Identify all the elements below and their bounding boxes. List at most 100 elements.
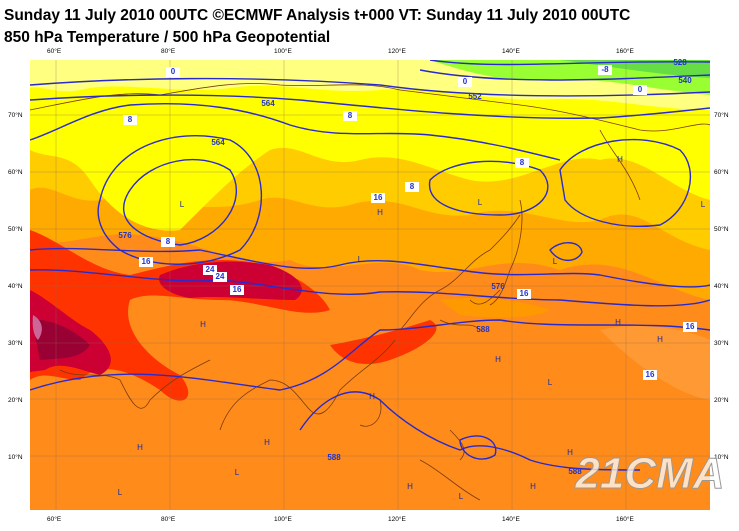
lat-label: 70°N <box>8 111 23 119</box>
watermark: 21CMA <box>574 449 724 498</box>
lon-label: 80°E <box>161 515 176 523</box>
contour-label: 16 <box>520 289 529 298</box>
lat-label: 70°N <box>714 111 729 119</box>
graticule <box>30 60 710 510</box>
contour-label: 16 <box>686 322 695 331</box>
contour-label: 24 <box>216 272 225 281</box>
pressure-center: L <box>548 378 553 387</box>
latitude-labels: 70°N 70°N 60°N 60°N 50°N 50°N 40°N 40°N 30°N 30°N… <box>8 111 729 461</box>
pressure-center: H <box>264 438 270 447</box>
pressure-center: H <box>369 392 375 401</box>
lon-label: 80°E <box>161 47 176 55</box>
contour-label: 576 <box>118 231 132 240</box>
contour-label: 16 <box>233 285 242 294</box>
label-box <box>405 182 419 192</box>
contour-label: 8 <box>166 237 171 246</box>
lat-label: 60°N <box>8 168 23 176</box>
contour-label: 528 <box>673 58 687 67</box>
contour-label: 576 <box>491 282 505 291</box>
pressure-center: L <box>478 198 483 207</box>
lon-label: 60°E <box>47 515 62 523</box>
pressure-center: H <box>407 482 413 491</box>
pressure-center: H <box>137 443 143 452</box>
label-box <box>633 85 647 95</box>
pressure-center: L <box>118 488 123 497</box>
label-box <box>598 65 612 75</box>
label-box <box>343 111 357 121</box>
lat-label: 20°N <box>8 396 23 404</box>
label-box <box>230 285 244 295</box>
contour-label: 588 <box>476 325 490 334</box>
label-box <box>517 289 531 299</box>
label-box <box>139 257 153 267</box>
pressure-center: L <box>459 492 464 501</box>
contour-label: 540 <box>678 76 692 85</box>
lon-label: 120°E <box>388 515 406 523</box>
subtitle: 850 hPa Temperature / 500 hPa Geopotenti… <box>4 29 330 46</box>
label-box <box>643 370 657 380</box>
lon-label: 60°E <box>47 47 62 55</box>
label-box <box>683 322 697 332</box>
contour-label: 564 <box>261 99 275 108</box>
title: Sunday 11 July 2010 00UTC ©ECMWF Analysi… <box>4 7 630 24</box>
label-box <box>123 115 137 125</box>
contour-label: 588 <box>568 467 582 476</box>
pressure-centers: L L L H L H H H H H H L H H L L H L H H L <box>118 155 706 501</box>
lat-label: 20°N <box>714 396 729 404</box>
lon-label: 100°E <box>274 47 292 55</box>
pressure-center: L <box>553 257 558 266</box>
contour-label: 0 <box>638 85 643 94</box>
contour-label: 24 <box>206 265 215 274</box>
contour-label: -8 <box>601 65 609 74</box>
contour-label: 588 <box>327 453 341 462</box>
contour-label: 0 <box>171 67 176 76</box>
lat-label: 50°N <box>714 225 729 233</box>
geopotential-contours <box>30 60 710 471</box>
lat-label: 50°N <box>8 225 23 233</box>
pressure-center: L <box>358 255 363 264</box>
lat-label: 60°N <box>714 168 729 176</box>
lat-label: 30°N <box>714 339 729 347</box>
pressure-center: H <box>567 448 573 457</box>
contour-label: 8 <box>410 182 415 191</box>
lon-label: 160°E <box>616 47 634 55</box>
pressure-center: H <box>377 208 383 217</box>
contour-label: 0 <box>463 77 468 86</box>
contour-label: 16 <box>646 370 655 379</box>
contour-label: 8 <box>520 158 525 167</box>
lat-label: 10°N <box>714 453 729 461</box>
label-box <box>515 158 529 168</box>
label-box <box>458 77 472 87</box>
lon-label: 160°E <box>616 515 634 523</box>
lon-label: 140°E <box>502 47 520 55</box>
lat-label: 10°N <box>8 453 23 461</box>
contour-label: 8 <box>128 115 133 124</box>
lon-label: 140°E <box>502 515 520 523</box>
pressure-center: H <box>200 320 206 329</box>
contour-label: 16 <box>374 193 383 202</box>
lon-label: 100°E <box>274 515 292 523</box>
pressure-center: H <box>615 318 621 327</box>
pressure-center: H <box>530 482 536 491</box>
map-field <box>30 60 710 510</box>
pressure-center: L <box>701 200 706 209</box>
label-box <box>166 67 180 77</box>
label-box <box>371 193 385 203</box>
contour-label: 8 <box>348 111 353 120</box>
pressure-center: L <box>235 468 240 477</box>
contour-label: 16 <box>142 257 151 266</box>
lat-label: 40°N <box>8 282 23 290</box>
label-box <box>213 272 227 282</box>
pressure-center: H <box>495 355 501 364</box>
lon-label: 120°E <box>388 47 406 55</box>
lat-label: 40°N <box>714 282 729 290</box>
label-box <box>161 237 175 247</box>
contour-label: 564 <box>211 138 225 147</box>
pressure-center: L <box>180 200 185 209</box>
label-box <box>203 265 217 275</box>
pressure-center: H <box>657 335 663 344</box>
lat-label: 30°N <box>8 339 23 347</box>
contour-label: 552 <box>468 92 482 101</box>
